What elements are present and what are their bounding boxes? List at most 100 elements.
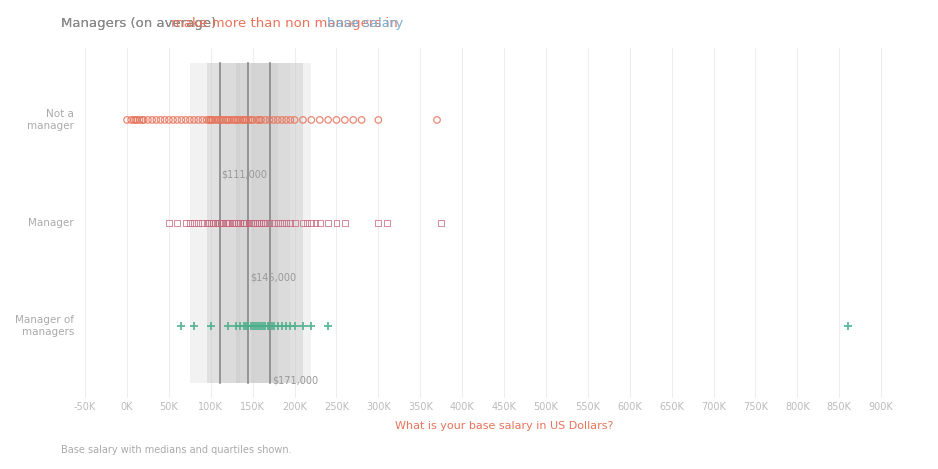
Point	[321, 116, 336, 124]
Point	[295, 322, 310, 330]
Point	[283, 116, 298, 124]
Point	[248, 322, 263, 330]
Point	[149, 116, 164, 124]
Point	[161, 116, 176, 124]
Point	[213, 116, 228, 124]
Point	[158, 116, 173, 124]
Point	[236, 219, 251, 227]
Point	[127, 116, 142, 124]
Point	[252, 116, 267, 124]
Point	[255, 219, 270, 227]
Point	[144, 116, 159, 124]
Point	[238, 116, 253, 124]
Point	[227, 116, 242, 124]
Point	[270, 322, 285, 330]
Text: $171,000: $171,000	[272, 375, 318, 386]
Point	[379, 219, 394, 227]
Point	[220, 322, 235, 330]
Point	[329, 219, 344, 227]
Point	[304, 116, 319, 124]
Point	[321, 219, 336, 227]
Point	[346, 116, 361, 124]
Point	[207, 219, 222, 227]
Point	[204, 116, 219, 124]
Point	[270, 116, 285, 124]
Point	[262, 322, 277, 330]
Point	[124, 116, 139, 124]
Point	[202, 219, 217, 227]
Point	[202, 116, 217, 124]
Point	[371, 219, 386, 227]
Point	[182, 219, 197, 227]
Point	[270, 219, 285, 227]
Point	[205, 116, 220, 124]
Point	[338, 219, 353, 227]
Point	[430, 116, 445, 124]
Point	[210, 219, 225, 227]
Point	[287, 116, 302, 124]
Point	[245, 322, 260, 330]
Text: $145,000: $145,000	[250, 272, 296, 282]
Point	[233, 116, 248, 124]
Point	[190, 219, 205, 227]
Point	[321, 322, 336, 330]
Point	[204, 116, 219, 124]
Point	[235, 116, 250, 124]
Point	[229, 116, 244, 124]
Point	[245, 219, 260, 227]
Point	[283, 322, 298, 330]
Point	[161, 219, 176, 227]
Point	[241, 219, 256, 227]
Bar	[236, 63, 278, 383]
Point	[266, 322, 281, 330]
Point	[840, 322, 855, 330]
Point	[241, 322, 256, 330]
Point	[187, 219, 202, 227]
Point	[329, 116, 344, 124]
Point	[308, 219, 323, 227]
Bar	[236, 63, 311, 383]
Point	[221, 116, 236, 124]
Point	[241, 116, 256, 124]
Text: Managers (on average): Managers (on average)	[61, 17, 220, 30]
Point	[220, 116, 235, 124]
Point	[255, 322, 270, 330]
Point	[213, 219, 228, 227]
Bar	[206, 63, 240, 383]
Point	[266, 116, 281, 124]
Point	[248, 219, 263, 227]
Text: Base salary with medians and quartiles shown.: Base salary with medians and quartiles s…	[61, 445, 292, 455]
Point	[253, 322, 268, 330]
Point	[134, 116, 149, 124]
Point	[233, 322, 248, 330]
Point	[338, 116, 353, 124]
Point	[275, 322, 290, 330]
Point	[262, 116, 277, 124]
Point	[229, 219, 244, 227]
Point	[355, 116, 370, 124]
Point	[219, 219, 234, 227]
Point	[178, 116, 193, 124]
Bar	[219, 63, 291, 383]
Point	[205, 219, 220, 227]
Point	[258, 116, 273, 124]
Point	[266, 219, 281, 227]
Point	[304, 322, 319, 330]
Point	[153, 116, 168, 124]
Point	[262, 219, 277, 227]
Text: base salary: base salary	[327, 17, 403, 30]
Point	[250, 116, 265, 124]
Point	[129, 116, 144, 124]
Text: make more than non managers in: make more than non managers in	[172, 17, 402, 30]
Point	[216, 219, 231, 227]
Point	[132, 116, 147, 124]
Point	[187, 116, 202, 124]
Point	[212, 219, 227, 227]
Text: Managers (on average): Managers (on average)	[61, 17, 220, 30]
Text: $111,000: $111,000	[221, 169, 267, 179]
Point	[230, 219, 245, 227]
Point	[299, 219, 314, 227]
Point	[265, 322, 280, 330]
Point	[275, 116, 290, 124]
Point	[236, 322, 251, 330]
